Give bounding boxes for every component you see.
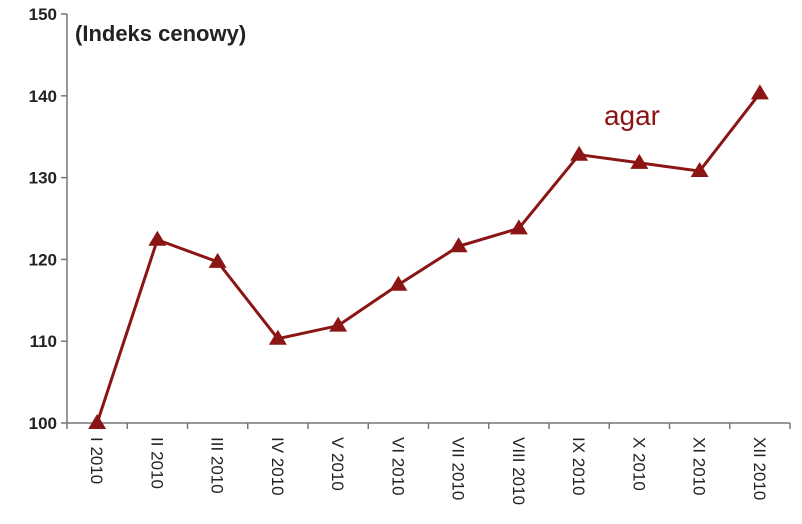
point	[88, 414, 107, 429]
point	[630, 153, 649, 169]
point	[329, 316, 348, 332]
x-tick-label: VI 2010	[388, 437, 407, 496]
point	[208, 252, 227, 268]
x-tick-label: V 2010	[328, 437, 347, 491]
y-tick-label: 130	[29, 169, 57, 188]
x-tick-label: I 2010	[87, 437, 106, 484]
x-tick-label: IX 2010	[569, 437, 588, 496]
x-tick-label: XI 2010	[690, 437, 709, 496]
y-tick-label: 140	[29, 87, 57, 106]
x-tick-label: VII 2010	[449, 437, 468, 500]
point	[268, 329, 287, 345]
chart-title: (Indeks cenowy)	[75, 21, 246, 46]
x-tick-label: X 2010	[629, 437, 648, 491]
x-tick-label: XII 2010	[750, 437, 769, 500]
x-tick-label: III 2010	[208, 437, 227, 494]
point	[750, 84, 769, 100]
point	[389, 275, 408, 291]
point	[148, 230, 167, 246]
point	[449, 237, 468, 253]
y-tick-label: 100	[29, 414, 57, 433]
series-label: agar	[604, 100, 660, 131]
x-tick-label: IV 2010	[268, 437, 287, 496]
line	[95, 92, 762, 424]
point	[509, 219, 528, 235]
y-tick-label: 150	[29, 5, 57, 24]
x-tick-label: VIII 2010	[509, 437, 528, 505]
y-tick-label: 120	[29, 250, 57, 269]
y-tick-label: 110	[30, 332, 57, 351]
point	[690, 162, 709, 178]
point	[570, 145, 589, 161]
x-tick-label: II 2010	[147, 437, 166, 489]
